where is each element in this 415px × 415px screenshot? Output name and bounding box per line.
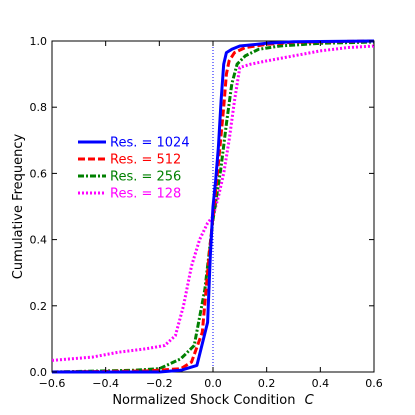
y-tick-label: 0.6 xyxy=(30,167,48,180)
x-tick-label: 0.6 xyxy=(365,377,383,390)
y-tick-label: 0.4 xyxy=(30,234,48,247)
y-axis-ticks: 0.0 0.2 0.4 0.6 0.8 1.0 xyxy=(30,35,374,379)
y-tick-label: 0.8 xyxy=(30,101,48,114)
legend: Res. = 1024 Res. = 512 Res. = 256 Res. = 12… xyxy=(78,136,190,202)
y-axis-label: Cumulative Frequency xyxy=(11,133,26,279)
x-axis-label-symbol: C xyxy=(305,393,315,408)
legend-label-2: Res. = 512 xyxy=(110,153,181,168)
x-tick-label: −0.2 xyxy=(146,377,173,390)
legend-label-4: Res. = 128 xyxy=(110,187,181,202)
y-tick-label: 0.0 xyxy=(30,366,48,379)
x-axis-label: Normalized Shock Condition C xyxy=(112,393,314,408)
series-line-2 xyxy=(51,39,375,374)
x-axis-label-text: Normalized Shock Condition xyxy=(112,393,295,408)
x-axis-ticks: −0.6 −0.4 −0.2 0.0 0.2 0.4 0.6 xyxy=(39,41,383,390)
x-tick-label: 0.4 xyxy=(312,377,330,390)
series-layer xyxy=(51,39,375,374)
series-line-1 xyxy=(52,39,375,374)
x-tick-label: −0.6 xyxy=(39,377,66,390)
x-tick-label: 0.2 xyxy=(258,377,276,390)
series-line-3 xyxy=(51,40,375,374)
legend-label-1: Res. = 1024 xyxy=(110,136,190,151)
legend-label-3: Res. = 256 xyxy=(110,170,181,185)
x-tick-label: 0.0 xyxy=(204,377,222,390)
y-tick-label: 1.0 xyxy=(30,35,48,48)
x-tick-label: −0.4 xyxy=(92,377,119,390)
y-tick-label: 0.2 xyxy=(30,300,48,313)
